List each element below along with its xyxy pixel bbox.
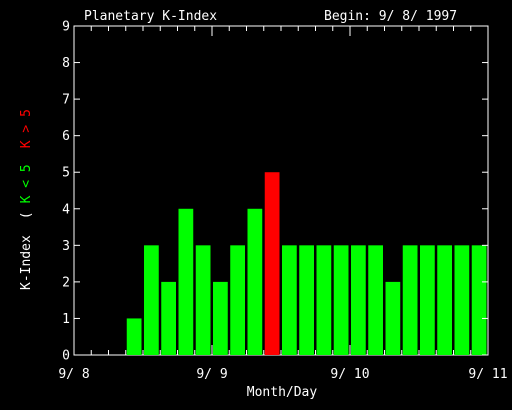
- k-index-bar: [299, 245, 314, 355]
- y-ticks: 0 1 2 3 4 5 6 7 8 9: [62, 20, 488, 364]
- k-index-bar: [178, 208, 194, 355]
- y-tick-label: 1: [62, 312, 70, 327]
- y-tick-label: 6: [62, 129, 70, 144]
- y-axis-label: K-Index ( K < 5 K > 5: [19, 109, 34, 290]
- k-index-bar: [351, 245, 366, 355]
- y-tick-label: 3: [62, 239, 70, 254]
- k-index-bar: [161, 281, 176, 355]
- k-index-bar: [368, 245, 383, 355]
- y-tick-label: 2: [62, 275, 70, 290]
- k-index-bar: [213, 281, 228, 355]
- x-tick-label: 9/ 8: [58, 367, 89, 382]
- legend-open-paren: (: [19, 211, 34, 219]
- k-index-bar: [402, 245, 418, 355]
- legend-below-threshold: K < 5: [19, 164, 34, 203]
- x-tick-label: 9/ 10: [330, 367, 369, 382]
- k-index-bar: [316, 245, 332, 355]
- y-axis-label-text: K-Index: [19, 235, 34, 290]
- y-axis-label-group: K-Index ( K < 5 K > 5: [19, 109, 34, 290]
- bar-group: [126, 172, 487, 355]
- k-index-bar: [264, 172, 280, 355]
- y-tick-label: 7: [62, 93, 70, 108]
- x-tick-label: 9/ 11: [468, 367, 507, 382]
- y-tick-label: 8: [62, 56, 70, 71]
- k-index-bar: [454, 245, 470, 355]
- k-index-bar: [471, 245, 487, 355]
- k-index-bar: [333, 245, 349, 355]
- k-index-bar: [385, 281, 401, 355]
- y-tick-label: 4: [62, 202, 70, 217]
- k-index-bar: [195, 245, 211, 355]
- x-ticks: 9/ 8 9/ 9 9/ 10 9/ 11: [58, 26, 508, 382]
- chart-title: Planetary K-Index: [84, 9, 217, 24]
- x-axis-label: Month/Day: [247, 385, 318, 400]
- k-index-bar: [144, 245, 159, 355]
- k-index-bar: [230, 245, 245, 355]
- x-tick-label: 9/ 9: [196, 367, 227, 382]
- k-index-bar: [126, 318, 142, 355]
- k-index-bar: [282, 245, 297, 355]
- k-index-bar: [247, 208, 263, 355]
- k-index-bar: [420, 245, 435, 355]
- chart-begin-date: Begin: 9/ 8/ 1997: [324, 9, 457, 24]
- y-tick-label: 5: [62, 166, 70, 181]
- k-index-bar: [437, 245, 452, 355]
- y-tick-label: 0: [62, 349, 70, 364]
- legend-above-threshold: K > 5: [19, 109, 34, 148]
- y-tick-label: 9: [62, 20, 70, 35]
